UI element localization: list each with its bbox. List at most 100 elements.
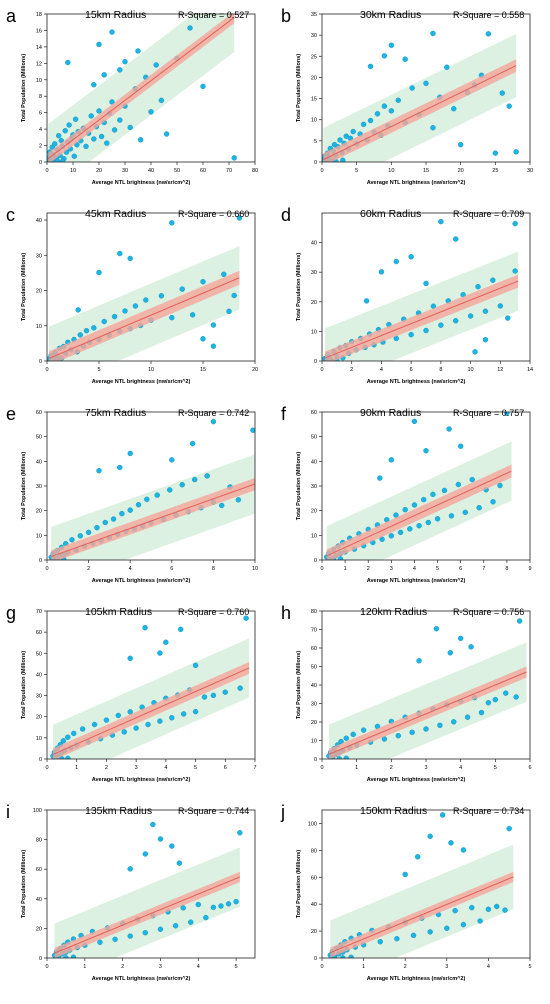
x-tick-label: 1 (362, 964, 365, 970)
data-point (169, 715, 175, 721)
x-tick-label: 0 (45, 566, 48, 572)
plot-frame (321, 212, 531, 362)
data-point (467, 313, 474, 319)
data-point (65, 59, 71, 66)
data-point (179, 482, 185, 488)
data-point (189, 440, 196, 447)
data-point (203, 914, 209, 921)
panel-letter: a (6, 6, 17, 26)
x-tick-label: 8 (212, 566, 215, 572)
data-point (416, 658, 422, 664)
data-point (457, 141, 464, 148)
fit-line (326, 470, 512, 557)
y-tick-label: 10 (36, 324, 42, 330)
confidence-band (51, 477, 255, 560)
x-tick-label: 6 (528, 765, 531, 771)
data-point (133, 725, 139, 731)
data-point (132, 303, 139, 309)
data-point (88, 113, 94, 119)
y-axis-label: Total Population (Millions) (296, 850, 302, 919)
data-point (457, 635, 464, 642)
radius-label: 105km Radius (85, 606, 152, 618)
y-tick-label: 20 (311, 929, 317, 935)
data-point (414, 854, 421, 860)
data-point (111, 313, 118, 320)
data-point (492, 696, 499, 703)
y-tick-label: 30 (36, 484, 42, 490)
x-tick-label: 6 (410, 367, 413, 373)
r-square-label: R-Square = 0.709 (453, 209, 524, 219)
x-tick-label: 4 (413, 566, 416, 572)
y-tick-label: 60 (311, 410, 317, 416)
x-tick-label: 10 (468, 367, 474, 373)
plot-area (327, 812, 514, 958)
data-point (187, 25, 193, 31)
data-point (127, 655, 133, 662)
data-point (163, 131, 170, 137)
y-tick-label: 0 (314, 359, 317, 365)
data-point (75, 307, 81, 313)
y-tick-label: 60 (311, 875, 317, 881)
data-point (408, 331, 414, 338)
y-tick-label: 60 (36, 867, 42, 873)
r-square-label: R-Square = 0.527 (178, 10, 249, 20)
data-point (115, 712, 122, 719)
data-point (393, 512, 399, 518)
y-tick-label: 40 (36, 672, 42, 678)
data-point (71, 730, 77, 737)
data-point (145, 721, 151, 728)
data-point (210, 692, 217, 699)
y-tick-label: 10 (36, 533, 42, 539)
data-point (96, 468, 102, 474)
data-point (374, 111, 381, 117)
data-point (188, 919, 194, 925)
data-point (408, 254, 414, 260)
data-point (117, 67, 123, 73)
x-tick-label: 5 (194, 765, 197, 771)
y-tick-label: 30 (311, 33, 317, 39)
data-point (411, 502, 418, 508)
radius-label: 45km Radius (85, 208, 146, 220)
plot-area (47, 14, 237, 162)
data-point (492, 150, 499, 156)
data-point (218, 903, 224, 909)
y-tick-label: 50 (36, 435, 42, 441)
data-point (109, 29, 115, 35)
plot-area (48, 418, 255, 560)
x-tick-label: 5 (235, 964, 238, 970)
y-tick-label: 5 (314, 139, 317, 145)
data-point (158, 97, 165, 104)
panel-letter: j (280, 802, 285, 822)
x-tick-label: 5 (355, 168, 358, 174)
x-axis-label: Average NTL brightness (nw/sr/cm^2) (92, 976, 191, 982)
panel-b: b 0 5 10 15 20 25 30 0 5 10 15 20 25 30 35 Average NTL b… (281, 6, 533, 186)
data-point (490, 277, 496, 283)
prediction-band (48, 14, 235, 162)
confidence-band (324, 274, 519, 361)
y-tick-label: 60 (36, 410, 42, 416)
data-point (434, 516, 441, 522)
panel-letter: i (6, 802, 10, 822)
data-point (225, 901, 232, 907)
data-point (423, 80, 429, 87)
data-point (236, 215, 243, 221)
x-tick-label: 20 (458, 168, 464, 174)
y-tick-label: 15 (311, 97, 317, 103)
data-point (83, 327, 90, 334)
y-tick-label: 8 (39, 94, 42, 100)
data-point (513, 149, 519, 155)
x-axis-label: Average NTL brightness (nw/sr/cm^2) (367, 180, 466, 186)
data-point (143, 297, 149, 303)
data-point (127, 124, 133, 131)
data-point (94, 524, 100, 531)
radius-label: 135km Radius (85, 805, 152, 817)
x-tick-label: 1 (83, 964, 86, 970)
x-tick-label: 10 (70, 168, 76, 174)
data-point (169, 314, 175, 321)
data-point (506, 103, 512, 109)
y-axis-label: Total Population (Millions) (21, 54, 27, 123)
data-point (410, 932, 417, 939)
y-tick-label: 100 (33, 808, 42, 814)
data-point (423, 280, 429, 287)
panel-j: j 0 1 2 3 4 5 0 20 40 60 80 100 Average NTL brightnes… (280, 802, 532, 982)
